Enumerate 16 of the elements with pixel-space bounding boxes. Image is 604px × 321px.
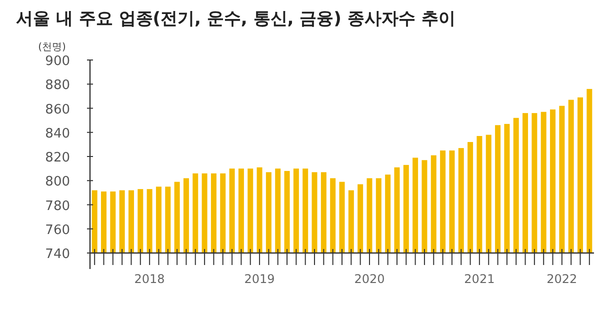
y-tick-label: 900 bbox=[45, 54, 70, 69]
chart-title: 서울 내 주요 업종(전기, 운수, 통신, 금융) 종사자수 추이 bbox=[16, 9, 456, 29]
y-axis-title: (천명) bbox=[38, 42, 66, 53]
y-tick-label: 820 bbox=[45, 150, 70, 166]
y-tick-label: 760 bbox=[45, 222, 70, 238]
x-tick-label: 2022 bbox=[546, 272, 578, 286]
y-tick-label: 840 bbox=[45, 126, 70, 142]
x-tick-label: 2020 bbox=[354, 272, 385, 286]
x-tick-label: 2018 bbox=[134, 272, 165, 286]
y-tick-label: 740 bbox=[45, 247, 70, 262]
y-tick-label: 780 bbox=[45, 198, 70, 214]
x-tick-label: 2021 bbox=[464, 272, 495, 286]
y-tick-label: 860 bbox=[45, 102, 70, 118]
x-tick-label: 2019 bbox=[244, 272, 275, 286]
y-tick-label: 800 bbox=[45, 174, 70, 190]
y-tick-label: 880 bbox=[45, 78, 70, 94]
